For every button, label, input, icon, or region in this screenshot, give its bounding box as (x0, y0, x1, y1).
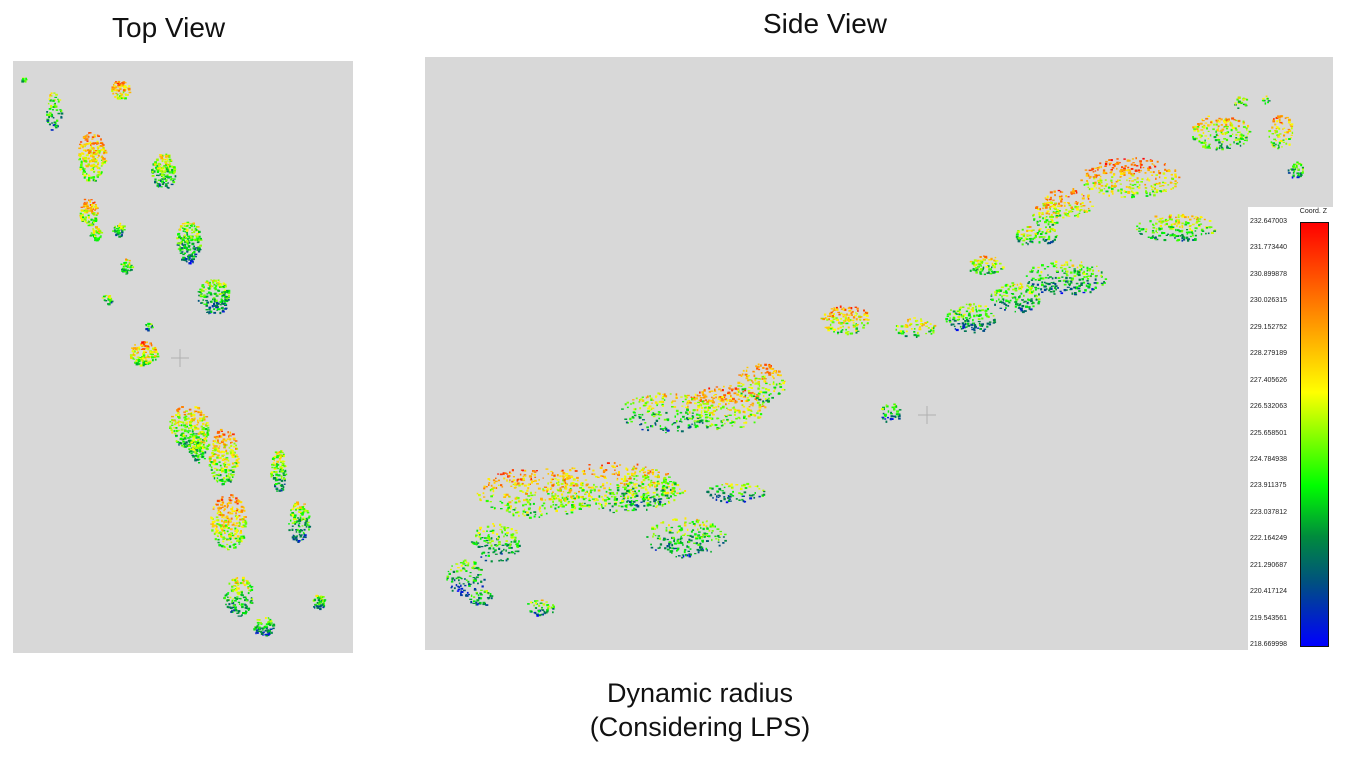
tree-crown-points (312, 594, 327, 611)
caption-line-1: Dynamic radius (606, 678, 794, 708)
tree-crown-points (288, 501, 312, 543)
color-scale-tick: 223.911375 (1250, 482, 1287, 490)
color-scale-tick: 218.669998 (1250, 641, 1287, 648)
tree-crown-points (1042, 188, 1095, 219)
tree-crown-points (446, 559, 486, 597)
tree-crown-points (111, 80, 132, 100)
tree-crown-points (1135, 213, 1217, 242)
side-view-point-cloud-panel: Coord. Z 232.647003 231.773440 230.899878 2… (425, 57, 1333, 650)
tree-crown-points (21, 77, 28, 83)
tree-crown-points (547, 462, 687, 514)
tree-crown-points (820, 305, 870, 336)
tree-crown-points (78, 132, 108, 182)
tree-crown-points (1025, 259, 1108, 296)
tree-crown-points (176, 221, 203, 265)
color-scale-tick: 227.405626 (1250, 376, 1287, 384)
tree-crown-points (881, 403, 902, 423)
side-view-point-cloud (446, 95, 1304, 617)
tree-crown-points (129, 341, 160, 367)
tree-crown-points (101, 294, 114, 306)
tree-crown-points (609, 467, 677, 508)
tree-crown-points (112, 222, 126, 238)
tree-crown-points (120, 258, 135, 275)
tree-crown-points (990, 282, 1041, 314)
tree-crown-points (895, 317, 937, 338)
tree-crown-points (1080, 157, 1181, 199)
tree-crown-points (706, 482, 766, 504)
figure-caption: Dynamic radius (Considering LPS) (520, 676, 880, 744)
tree-crown-points (737, 363, 786, 404)
color-scale-tick: 223.037812 (1250, 508, 1287, 516)
caption-line-2: (Considering LPS) (589, 712, 811, 742)
color-scale-tick: 231.773440 (1250, 244, 1287, 252)
tree-crown-points (1287, 161, 1304, 179)
tree-crown-points (151, 153, 177, 189)
tree-crown-points (210, 494, 248, 551)
tree-crown-points (253, 617, 276, 637)
tree-crown-points (969, 255, 1005, 276)
tree-crown-points (1033, 227, 1059, 245)
color-scale-tick: 222.164249 (1250, 535, 1287, 543)
color-scale-tick: 230.026315 (1250, 297, 1287, 305)
color-scale-tick: 224.784938 (1250, 455, 1287, 463)
tree-crown-points (476, 468, 595, 519)
tree-crown-points (145, 322, 154, 332)
center-crosshair (171, 349, 189, 367)
color-scale-tick: 229.152752 (1250, 323, 1287, 331)
tree-crown-points (469, 589, 494, 606)
color-scale-tick: 225.658501 (1250, 429, 1287, 437)
color-scale-tick: 228.279189 (1250, 350, 1287, 358)
color-scale-tick: 230.899878 (1250, 270, 1287, 278)
tree-crown-points (270, 450, 288, 492)
color-scale-bar: Coord. Z 232.647003 231.773440 230.899878 2… (1248, 207, 1333, 650)
color-scale-tick: 232.647003 (1250, 218, 1287, 225)
tree-crown-points (188, 431, 211, 464)
tree-crown-points (79, 198, 99, 227)
tree-crown-points (527, 599, 555, 617)
tree-crown-points (1268, 115, 1294, 150)
top-view-title: Top View (112, 12, 226, 43)
tree-crown-points (1015, 226, 1037, 246)
tree-crown-points (197, 279, 231, 315)
tree-crown-points (1192, 115, 1252, 151)
center-crosshair (918, 406, 936, 424)
color-scale-gradient (1300, 222, 1329, 647)
tree-crown-points (686, 385, 767, 431)
tree-crown-points (223, 576, 254, 617)
top-view-point-cloud (21, 77, 327, 637)
tree-crown-points (621, 392, 711, 434)
tree-crown-points (470, 523, 521, 563)
tree-crown-points (1261, 95, 1271, 105)
tree-crown-points (46, 92, 64, 131)
tree-crown-points (945, 303, 997, 334)
side-view-title: Side View (763, 8, 888, 39)
tree-crown-points (1032, 203, 1060, 229)
color-scale-tick: 219.543561 (1250, 614, 1287, 622)
color-scale-tick: 220.417124 (1250, 588, 1287, 596)
tree-crown-points (89, 226, 104, 242)
top-view-point-cloud-panel (13, 61, 353, 653)
tree-crown-points (1234, 96, 1249, 109)
tree-crown-points (208, 428, 240, 486)
color-scale-tick: 221.290687 (1250, 561, 1287, 569)
color-scale-tick: 226.532063 (1250, 403, 1287, 411)
tree-crown-points (646, 517, 727, 559)
color-scale-title: Coord. Z (1299, 208, 1327, 215)
